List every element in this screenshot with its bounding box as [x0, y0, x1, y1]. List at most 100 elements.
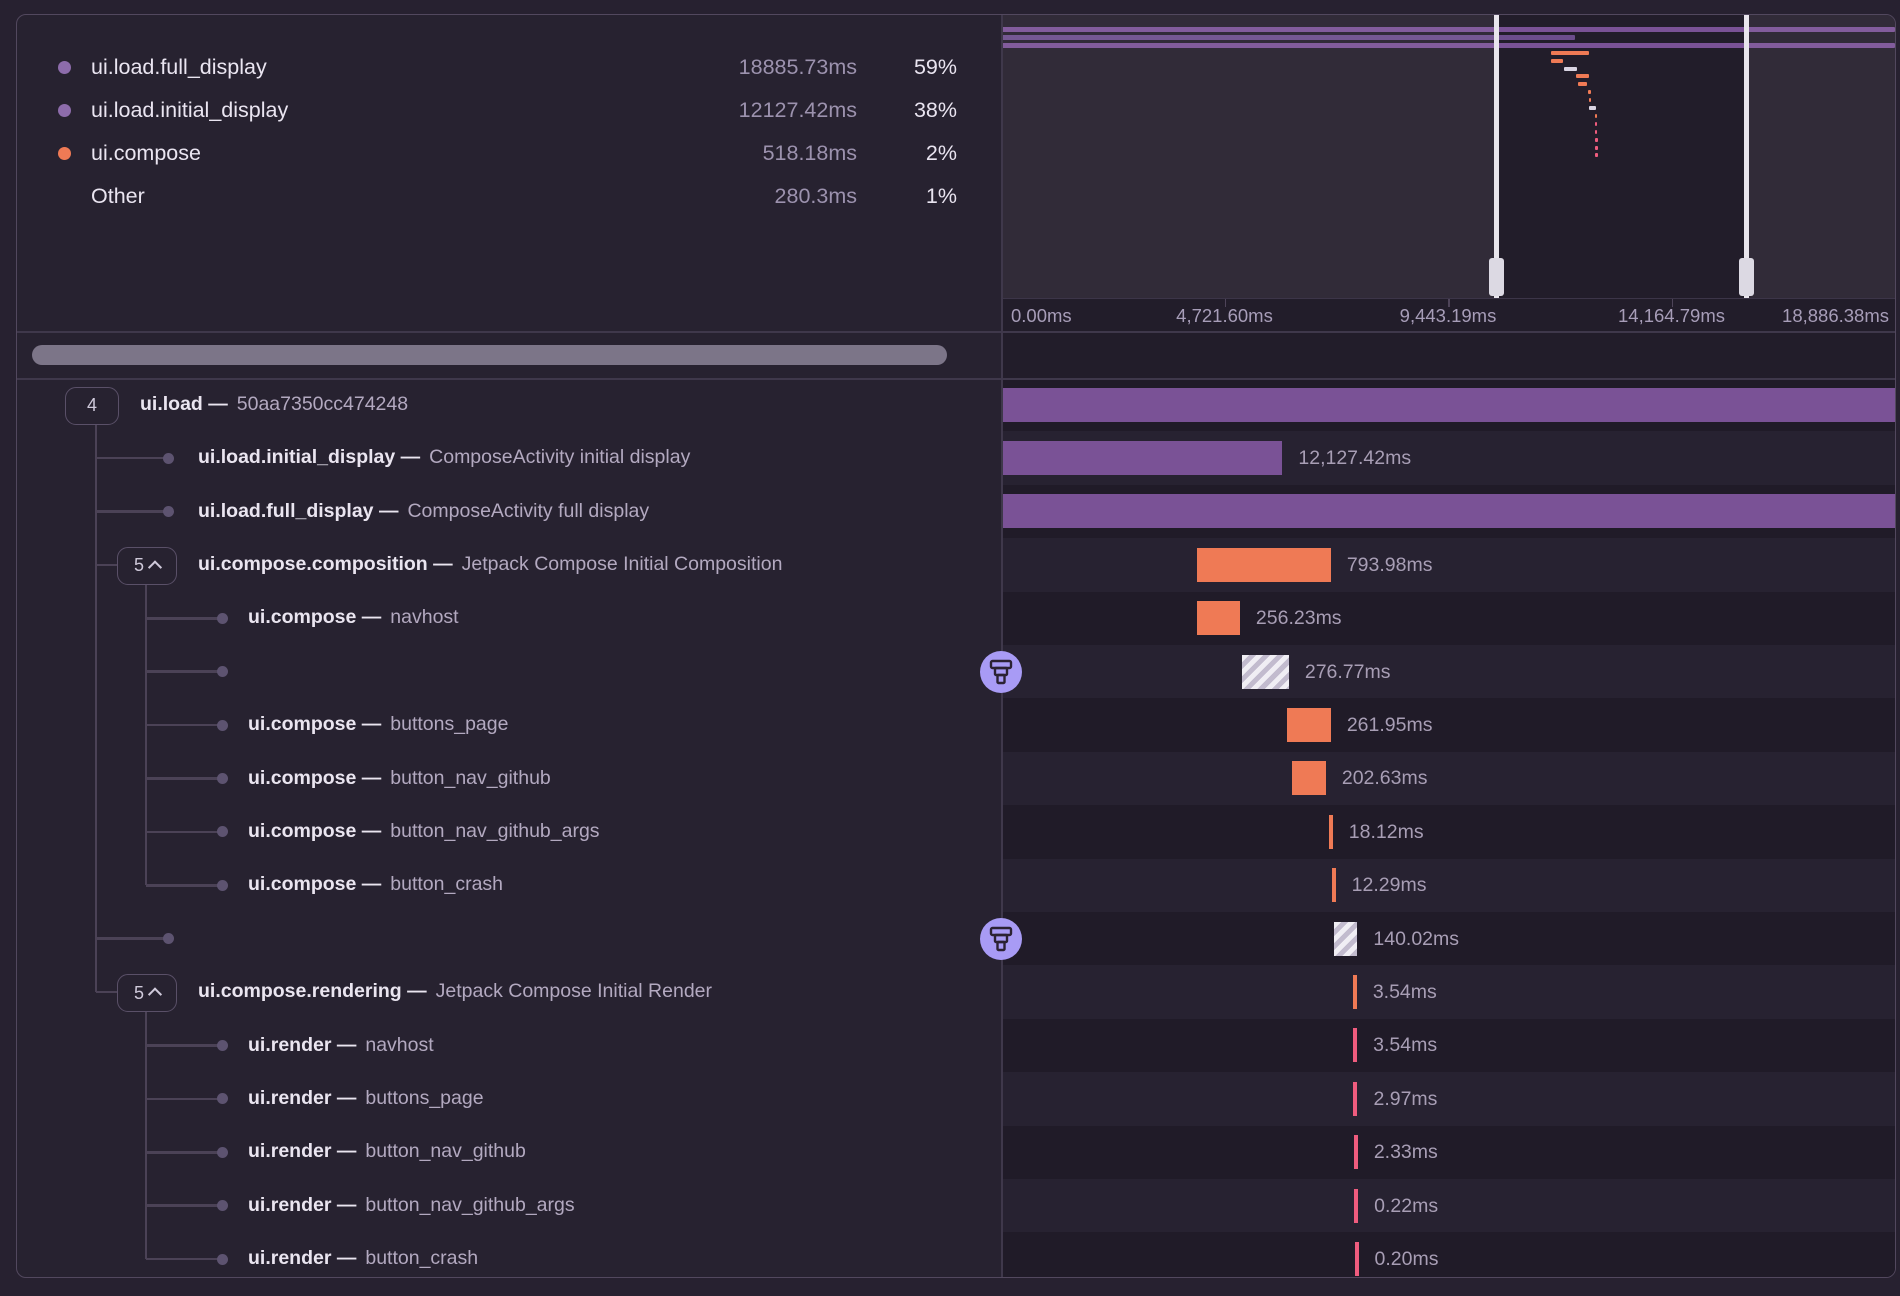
minimap-span-bar: [1588, 98, 1592, 103]
span-title[interactable]: ui.render — button_crash: [248, 1247, 478, 1270]
tree-connector-dot: [216, 666, 228, 678]
span-bar[interactable]: [1352, 975, 1357, 1010]
waterfall-row[interactable]: 256.23ms: [1001, 591, 1895, 645]
minimap-dim-overlay-left: [1001, 15, 1497, 298]
span-op-label: ui.load.initial_display —: [198, 446, 421, 469]
profile-flamegraph-icon[interactable]: [980, 917, 1022, 960]
waterfall-row[interactable]: 3.54ms: [1001, 965, 1895, 1019]
span-bar[interactable]: [1328, 814, 1333, 849]
waterfall-row[interactable]: 202.63ms: [1001, 751, 1895, 806]
span-bar[interactable]: [1001, 494, 1895, 529]
span-bar[interactable]: [1001, 387, 1895, 422]
collapse-chevron-icon[interactable]: [147, 987, 163, 1002]
minimap-span-bar: [1594, 121, 1598, 126]
waterfall-row[interactable]: 261.95ms: [1001, 698, 1895, 752]
minimap-span-bar: [1551, 50, 1589, 55]
span-bar[interactable]: [1196, 547, 1331, 582]
span-count-badge[interactable]: 5: [117, 546, 177, 585]
minimap-handle-right-grip[interactable]: [1739, 258, 1755, 296]
tree-connector-line: [96, 937, 168, 940]
legend-value: 280.3ms: [774, 184, 857, 208]
legend-item[interactable]: ui.compose 518.18ms 2%: [17, 132, 1001, 175]
span-bar[interactable]: [1242, 654, 1289, 689]
span-title[interactable]: ui.load.full_display — ComposeActivity fu…: [198, 500, 649, 523]
timeline-axis: 0.00ms 4,721.60ms 9,443.19ms 14,164.79ms 18,…: [1001, 298, 1895, 332]
waterfall-row[interactable]: 140.02ms: [1001, 912, 1895, 966]
waterfall-row[interactable]: 793.98ms: [1001, 538, 1895, 592]
axis-tick-label: 14,164.79ms: [1618, 305, 1725, 326]
span-duration-label: 276.77ms: [1304, 660, 1391, 683]
span-bar[interactable]: [1354, 1188, 1359, 1223]
legend-percent: 38%: [913, 98, 957, 122]
minimap-span-bar: [1551, 58, 1564, 63]
waterfall-row[interactable]: 18.12ms: [1001, 805, 1895, 859]
span-bar[interactable]: [1291, 761, 1326, 796]
minimap-span-bar: [1001, 42, 1895, 48]
span-title[interactable]: ui.load.initial_display — ComposeActivity…: [198, 446, 690, 469]
tree-connector-dot: [216, 826, 228, 838]
span-title[interactable]: ui.compose — button_crash: [248, 873, 503, 896]
span-count-badge[interactable]: 5: [117, 974, 177, 1013]
span-description: ComposeActivity initial display: [429, 446, 691, 469]
span-title[interactable]: ui.render — navhost: [248, 1034, 434, 1057]
waterfall-row[interactable]: 3.54ms: [1001, 1018, 1895, 1073]
span-title[interactable]: ui.load — 50aa7350cc474248: [140, 393, 408, 416]
legend-name: ui.load.initial_display: [91, 98, 289, 122]
span-bar[interactable]: [1353, 1028, 1358, 1063]
span-bar[interactable]: [1354, 1242, 1359, 1277]
span-bar[interactable]: [1353, 1081, 1358, 1116]
span-duration-label: 2.97ms: [1373, 1087, 1438, 1110]
span-bar[interactable]: [1331, 868, 1336, 903]
span-duration-label: 12.29ms: [1351, 874, 1427, 897]
span-bar[interactable]: [1333, 921, 1358, 956]
span-op-label: ui.load —: [140, 392, 228, 415]
span-title[interactable]: ui.compose.composition — Jetpack Compose …: [198, 553, 782, 576]
span-bar[interactable]: [1001, 441, 1283, 476]
span-bar[interactable]: [1353, 1135, 1358, 1170]
axis-tick-label: 4,721.60ms: [1176, 305, 1273, 326]
span-description: 50aa7350cc474248: [236, 392, 409, 415]
trace-minimap[interactable]: [1001, 15, 1895, 298]
minimap-handle-right[interactable]: [1744, 15, 1750, 298]
span-title[interactable]: ui.compose.rendering — Jetpack Compose In…: [198, 980, 712, 1003]
waterfall-row[interactable]: 276.77ms: [1001, 645, 1895, 699]
span-duration-label: 0.20ms: [1374, 1248, 1439, 1271]
panel-divider[interactable]: [1001, 15, 1003, 1277]
profile-flamegraph-icon[interactable]: [980, 650, 1022, 693]
horizontal-scrollbar-thumb[interactable]: [32, 345, 947, 365]
waterfall-row[interactable]: 12.29ms: [1001, 858, 1895, 912]
span-tree: 4 ui.load — 50aa7350cc474248 ui.load.initia…: [17, 378, 1001, 1277]
legend-color-dot: [58, 61, 71, 74]
span-title[interactable]: ui.render — button_nav_github: [248, 1140, 526, 1163]
span-title[interactable]: ui.compose — navhost: [248, 606, 459, 629]
waterfall-row[interactable]: 12,127.42ms: [1001, 431, 1895, 485]
span-count-badge[interactable]: 4: [65, 386, 119, 425]
span-title[interactable]: ui.compose — button_nav_github: [248, 767, 551, 790]
waterfall-row[interactable]: [1001, 484, 1895, 539]
legend-value: 12127.42ms: [738, 98, 857, 122]
profile-flamegraph-glyph: [989, 659, 1013, 684]
waterfall-row[interactable]: [1001, 378, 1895, 432]
span-title[interactable]: ui.render — buttons_page: [248, 1087, 484, 1110]
tree-connector-line: [146, 1257, 222, 1261]
span-count: 5: [133, 982, 144, 1003]
span-description: navhost: [390, 606, 459, 629]
span-tree-row[interactable]: [17, 1232, 1001, 1277]
collapse-chevron-icon[interactable]: [147, 560, 163, 575]
span-title[interactable]: ui.compose — buttons_page: [248, 713, 508, 736]
minimap-handle-left[interactable]: [1493, 15, 1499, 298]
legend-item[interactable]: ui.load.initial_display 12127.42ms 38%: [17, 89, 1001, 132]
tree-connector-line: [146, 1151, 222, 1154]
waterfall-row[interactable]: 2.33ms: [1001, 1125, 1895, 1179]
span-duration-label: 3.54ms: [1372, 981, 1437, 1004]
waterfall-row[interactable]: 0.20ms: [1001, 1232, 1895, 1277]
span-bar[interactable]: [1196, 601, 1240, 636]
minimap-handle-left-grip[interactable]: [1488, 258, 1504, 296]
span-title[interactable]: ui.render — button_nav_github_args: [248, 1194, 575, 1217]
span-title[interactable]: ui.compose — button_nav_github_args: [248, 820, 600, 843]
legend-item[interactable]: Other 280.3ms 1%: [17, 175, 1001, 218]
span-bar[interactable]: [1286, 708, 1331, 743]
waterfall-row[interactable]: 0.22ms: [1001, 1179, 1895, 1233]
legend-item[interactable]: ui.load.full_display 18885.73ms 59%: [17, 46, 1001, 89]
waterfall-row[interactable]: 2.97ms: [1001, 1072, 1895, 1126]
